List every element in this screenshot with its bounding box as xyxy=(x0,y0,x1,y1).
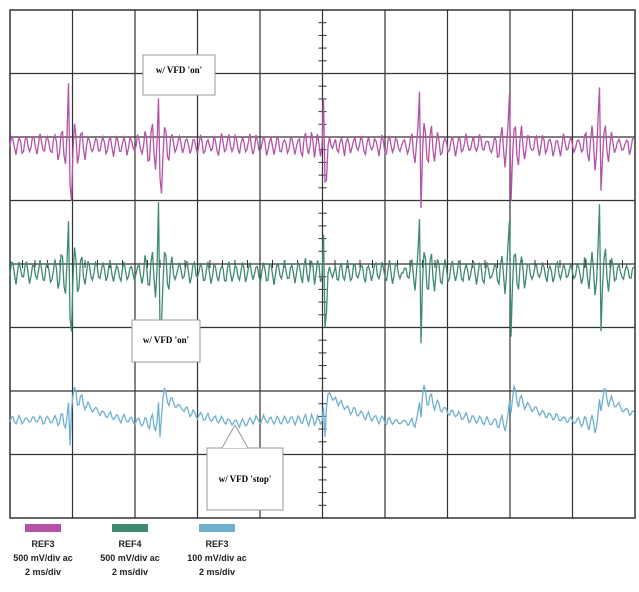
callout-text: w/ VFD 'on' xyxy=(143,335,189,345)
callout-text: w/ VFD 'on' xyxy=(156,65,202,75)
legend-name: REF3 xyxy=(31,539,54,549)
scope-screenshot: w/ VFD 'on' w/ VFD 'on' w/ VFD 'stop' RE… xyxy=(0,0,639,592)
legend-time: 2 ms/div xyxy=(25,567,61,577)
legend-swatch xyxy=(112,524,148,532)
legend-name: REF3 xyxy=(205,539,228,549)
legend-scale: 100 mV/div ac xyxy=(187,553,247,563)
legend-scale: 500 mV/div ac xyxy=(13,553,73,563)
legend-time: 2 ms/div xyxy=(112,567,148,577)
legend-name: REF4 xyxy=(118,539,141,549)
callout-text: w/ VFD 'stop' xyxy=(219,474,272,484)
legend: REF3 500 mV/div ac 2 ms/div REF4 500 mV/div … xyxy=(13,524,247,577)
legend-time: 2 ms/div xyxy=(199,567,235,577)
legend-swatch xyxy=(199,524,235,532)
callout: w/ VFD 'on' xyxy=(132,320,200,362)
callout: w/ VFD 'on' xyxy=(143,55,215,95)
legend-swatch xyxy=(25,524,61,532)
legend-scale: 500 mV/div ac xyxy=(100,553,160,563)
